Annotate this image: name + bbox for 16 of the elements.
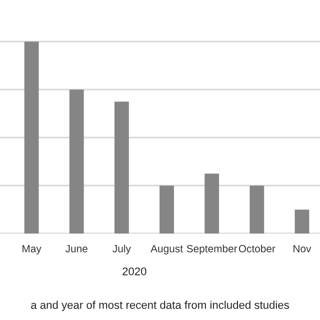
x-tick-label: May bbox=[22, 245, 42, 254]
x-tick-label: July bbox=[112, 244, 131, 254]
bar bbox=[204, 174, 220, 234]
bar bbox=[24, 42, 39, 234]
bar bbox=[294, 210, 310, 234]
x-tick-label: Nov bbox=[294, 245, 312, 252]
bar bbox=[160, 186, 174, 234]
x-tick-label: September bbox=[186, 244, 238, 254]
x-tick-label: June bbox=[65, 245, 88, 252]
bar bbox=[69, 90, 84, 234]
bar bbox=[250, 186, 264, 234]
x-tick-label: August bbox=[150, 245, 183, 254]
x-axis-title: a and year of most recent data from included studies bbox=[31, 300, 289, 312]
text: 2020 bbox=[122, 267, 146, 276]
bar bbox=[114, 102, 129, 234]
x-tick-label: October bbox=[238, 244, 276, 252]
